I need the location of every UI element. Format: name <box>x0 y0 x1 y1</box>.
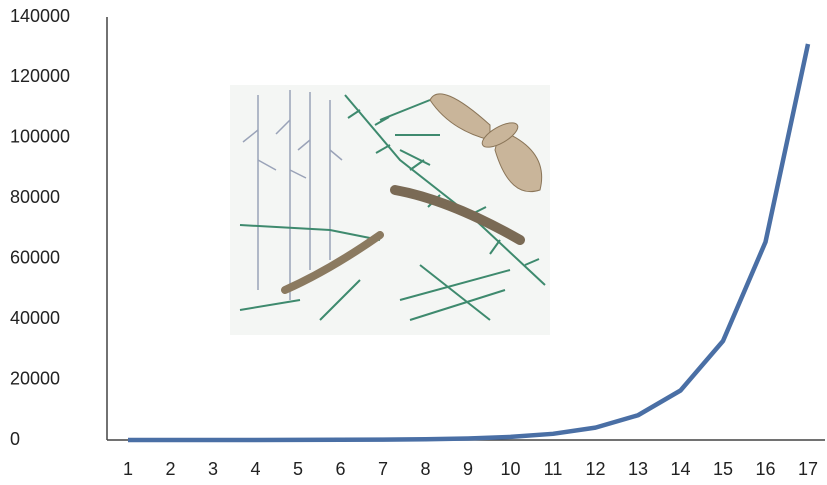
x-tick-label: 13 <box>628 459 648 479</box>
x-tick-label: 4 <box>250 459 260 479</box>
y-tick-label: 0 <box>10 429 20 449</box>
illustration <box>230 85 550 335</box>
x-tick-label: 9 <box>463 459 473 479</box>
y-tick-label: 20000 <box>10 368 60 388</box>
y-tick-label: 80000 <box>10 187 60 207</box>
x-tick-label: 1 <box>123 459 133 479</box>
y-tick-label: 100000 <box>10 127 70 147</box>
x-tick-label: 6 <box>335 459 345 479</box>
x-tick-label: 3 <box>208 459 218 479</box>
x-tick-label: 15 <box>713 459 733 479</box>
x-tick-label: 14 <box>670 459 690 479</box>
x-tick-label: 5 <box>293 459 303 479</box>
y-tick-label: 120000 <box>10 66 70 86</box>
page: 0 20000 40000 60000 80000 100000 120000 140000 1… <box>0 0 827 485</box>
y-tick-label: 140000 <box>10 6 70 26</box>
x-tick-label: 12 <box>585 459 605 479</box>
x-tick-label: 16 <box>755 459 775 479</box>
x-tick-label: 8 <box>420 459 430 479</box>
x-tick-label: 10 <box>500 459 520 479</box>
x-tick-label: 17 <box>798 459 818 479</box>
x-tick-label: 2 <box>165 459 175 479</box>
x-tick-label: 7 <box>378 459 388 479</box>
chart: 0 20000 40000 60000 80000 100000 120000 140000 1… <box>0 0 827 485</box>
y-tick-label: 60000 <box>10 247 60 267</box>
x-tick-label: 11 <box>544 459 563 479</box>
y-tick-label: 40000 <box>10 308 60 328</box>
